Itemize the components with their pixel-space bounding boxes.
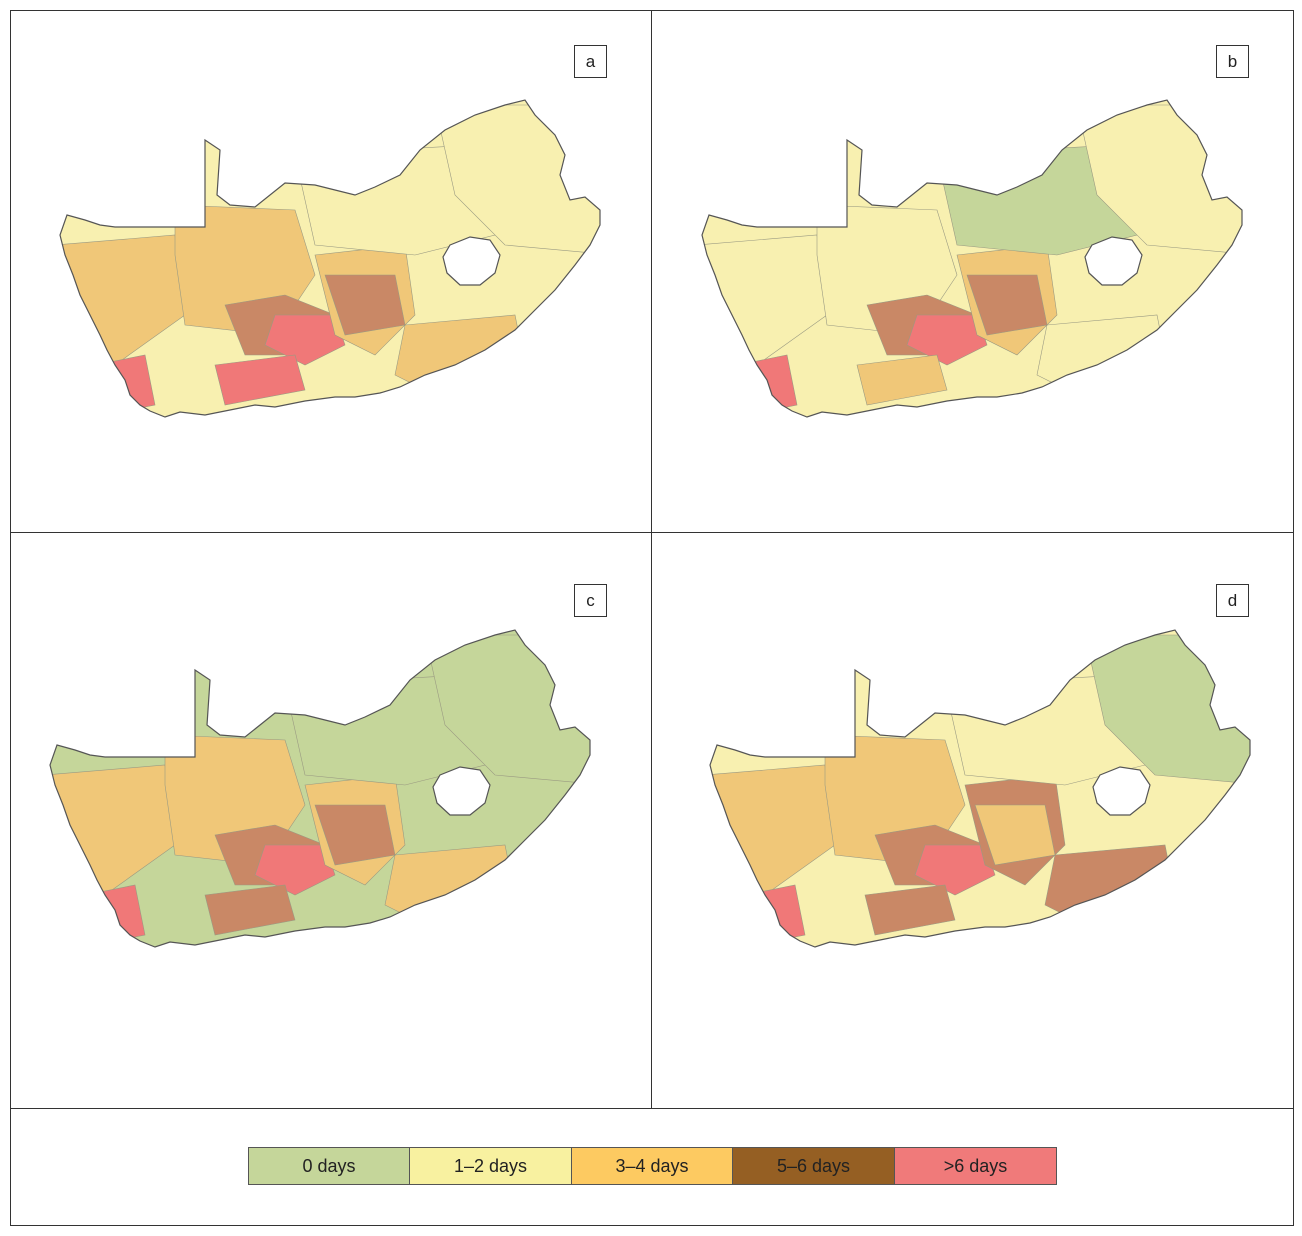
legend-item-5-6-days: 5–6 days bbox=[732, 1147, 895, 1185]
map-regions-d bbox=[710, 630, 1250, 947]
map-regions-b bbox=[702, 100, 1242, 417]
legend-swatch-1-2-days bbox=[409, 1147, 572, 1185]
map-regions-c bbox=[50, 630, 590, 947]
legend-item-3-4-days: 3–4 days bbox=[571, 1147, 733, 1185]
panel-label-b: b bbox=[1228, 52, 1237, 71]
legend-label-0-days: 0 days bbox=[302, 1156, 355, 1176]
legend-item-0-days: 0 days bbox=[248, 1147, 410, 1185]
panel-label-box-a: a bbox=[574, 45, 607, 78]
panel-label-c: c bbox=[586, 591, 595, 610]
legend-swatch-0-days bbox=[248, 1147, 410, 1185]
legend-swatch-5-6-days bbox=[732, 1147, 895, 1185]
legend-item-1-2-days: 1–2 days bbox=[409, 1147, 572, 1185]
legend: 0 days 1–2 days 3–4 days 5–6 days >6 day… bbox=[248, 1147, 1057, 1185]
panel-label-a: a bbox=[586, 52, 596, 71]
map-panel-a bbox=[59, 99, 601, 418]
map-panel-c bbox=[49, 629, 591, 948]
legend-label-over-6-days: >6 days bbox=[944, 1156, 1008, 1176]
map-panel-d bbox=[709, 629, 1251, 948]
panel-label-box-b: b bbox=[1216, 45, 1249, 78]
panel-label-d: d bbox=[1228, 591, 1237, 610]
map-regions-a bbox=[60, 100, 600, 417]
panel-label-box-c: c bbox=[574, 584, 607, 617]
figure-frame bbox=[10, 10, 1294, 1226]
legend-label-1-2-days: 1–2 days bbox=[454, 1156, 527, 1176]
map-panel-b bbox=[701, 99, 1243, 418]
legend-swatch-over-6-days bbox=[894, 1147, 1057, 1185]
panel-label-box-d: d bbox=[1216, 584, 1249, 617]
legend-item-over-6-days: >6 days bbox=[894, 1147, 1057, 1185]
legend-label-5-6-days: 5–6 days bbox=[777, 1156, 850, 1176]
legend-label-3-4-days: 3–4 days bbox=[615, 1156, 688, 1176]
